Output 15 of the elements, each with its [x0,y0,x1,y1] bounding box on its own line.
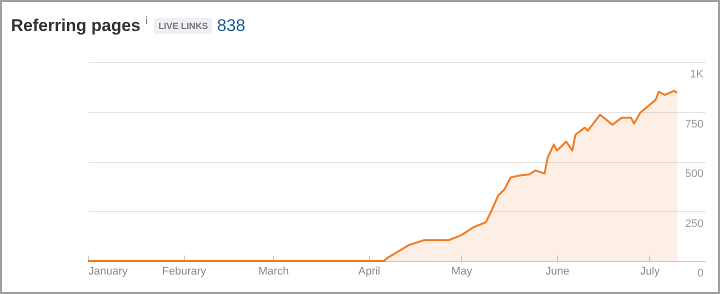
x-tick-label: July [640,266,660,278]
y-tick-label: 500 [685,168,704,180]
y-tick-label: 0 [697,268,704,280]
x-tick-label: June [545,266,570,278]
text: LIVE LINKS [154,18,212,34]
x-tick-label: Feburary [162,266,207,278]
x-tick-label: May [451,266,473,278]
y-tick-label: 250 [685,218,704,230]
x-tick-label: March [258,266,289,278]
x-tick-label: April [358,266,380,278]
y-tick-label: 750 [685,118,704,130]
chart-title: Referring pages [11,16,140,36]
text: 838 [216,16,246,36]
x-tick-label: January [88,266,128,278]
y-tick-label: 1K [690,68,704,80]
